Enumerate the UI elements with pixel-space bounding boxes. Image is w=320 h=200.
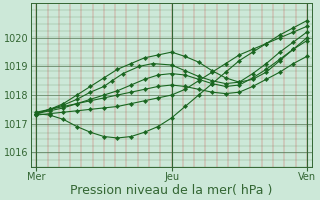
X-axis label: Pression niveau de la mer( hPa ): Pression niveau de la mer( hPa ) (70, 184, 273, 197)
